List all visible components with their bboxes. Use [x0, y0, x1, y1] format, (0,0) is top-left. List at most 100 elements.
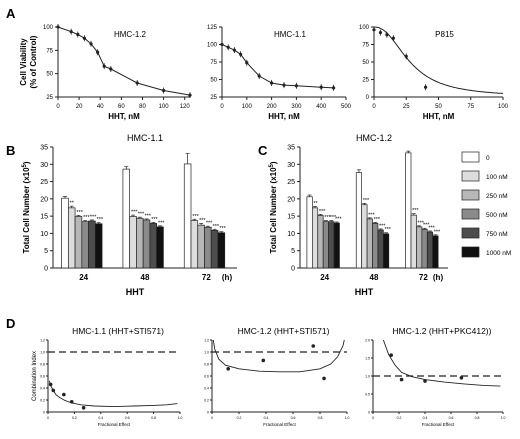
- significance-marker: ***: [145, 213, 152, 219]
- y-tick-label: 1.0: [365, 375, 370, 379]
- significance-marker: ***: [90, 214, 97, 220]
- data-point: [294, 84, 298, 88]
- significance-marker: ***: [428, 226, 435, 232]
- bar: [317, 215, 324, 269]
- y-tick-label: 10: [287, 231, 295, 238]
- data-point: [56, 25, 60, 29]
- y-tick-label: 0.8: [40, 363, 45, 367]
- bar: [149, 223, 158, 269]
- bar: [122, 168, 131, 269]
- y-axis-label-text: Total Cell Number (x10: [22, 167, 31, 254]
- significance-marker: ***: [368, 212, 375, 218]
- bar: [361, 204, 368, 269]
- y-tick-label: 100: [359, 25, 370, 31]
- y-tick-label: 0.2: [40, 399, 45, 403]
- fitted-curve: [212, 339, 345, 373]
- legend-label: 100 nM: [486, 174, 508, 181]
- chart-title: HMC-1.2: [114, 30, 147, 39]
- y-tick-label: 0.5: [365, 393, 370, 397]
- x-tick-label: 0: [47, 416, 49, 420]
- y-tick-label: 25: [210, 95, 217, 101]
- x-tick-label: 0.4: [264, 416, 269, 420]
- significance-marker: ***: [83, 215, 90, 221]
- x-tick-label: 0: [211, 416, 213, 420]
- data-point: [423, 379, 427, 383]
- data-point: [226, 367, 230, 371]
- significance-marker: ***: [138, 212, 145, 218]
- x-tick-label: 1.0: [501, 416, 506, 420]
- y-axis-label: Total Cell Number (x105): [269, 161, 278, 253]
- y-tick-label: 35: [287, 145, 295, 152]
- data-point: [404, 54, 408, 59]
- significance-marker: ***: [374, 217, 381, 223]
- data-point: [245, 61, 249, 65]
- y-tick-label: 75: [46, 48, 53, 54]
- significance-marker: ***: [158, 220, 165, 226]
- bar: [74, 216, 83, 269]
- x-tick-label: 400: [316, 104, 327, 110]
- y-axis-label-close: ): [22, 161, 31, 164]
- bar: [142, 219, 151, 269]
- dose-response-chart-1: 0 20 40 60 80 100 120 25 50 75 100 HHT, nM HMC-1.2 Ce…: [19, 24, 192, 121]
- y-tick-label: 30: [40, 162, 48, 169]
- y-tick-label: 25: [287, 179, 295, 186]
- panel-label-b: B: [6, 143, 15, 158]
- category-label: 72: [202, 273, 211, 282]
- data-point: [76, 32, 80, 37]
- data-point: [257, 74, 261, 78]
- x-tick-label: 0: [220, 104, 224, 110]
- x-axis-label: HHT: [126, 287, 145, 297]
- x-tick-label: 80: [139, 104, 146, 110]
- bar: [410, 214, 417, 269]
- x-tick-label: 0.6: [125, 416, 130, 420]
- unit-label: (h): [433, 273, 444, 282]
- y-tick-label: 50: [210, 78, 217, 84]
- bar: [421, 228, 428, 269]
- y-axis-label: Total Cell Number (x105): [22, 161, 31, 253]
- bar: [136, 217, 144, 269]
- legend-swatch: [461, 189, 480, 201]
- y-tick-label: 0: [291, 266, 295, 273]
- chart-title: HMC-1.2: [356, 133, 392, 143]
- x-tick-label: 75: [467, 104, 474, 110]
- bar: [204, 226, 212, 269]
- x-tick-label: 20: [76, 104, 83, 110]
- y-axis-label-superscript: 5: [269, 163, 275, 167]
- legend-label: 250 nM: [486, 193, 508, 200]
- y-tick-label: 25: [46, 95, 53, 101]
- data-point: [391, 36, 395, 40]
- data-point: [102, 64, 106, 68]
- significance-marker: ***: [384, 227, 391, 233]
- significance-marker: ***: [379, 223, 386, 229]
- fitted-curve: [48, 380, 178, 408]
- chart-title: P815: [435, 30, 454, 39]
- significance-marker: ***: [335, 217, 342, 223]
- category-label: 72: [419, 273, 428, 282]
- y-tick-label: 25: [362, 78, 369, 84]
- data-point: [459, 376, 464, 380]
- legend-swatch: [461, 151, 480, 163]
- significance-marker: ***: [423, 223, 430, 229]
- x-tick-label: 0.4: [423, 416, 428, 420]
- bar: [333, 222, 340, 269]
- x-axis-label: HHT, nM: [268, 112, 300, 121]
- y-tick-label: 0: [43, 411, 45, 415]
- combination-index-chart-2: 0 0.2 0.4 0.6 0.8 1.0 0 0.2 0.4 0.6 0.8 1.0 1.2 HMC-1…: [204, 326, 349, 427]
- x-axis-label: HHT, nM: [423, 112, 455, 121]
- x-tick-label: 0.8: [318, 416, 323, 420]
- bar: [322, 221, 329, 269]
- significance-marker: ***: [412, 208, 419, 214]
- bar-legend: 0 100 nM 250 nM 500 nM 750 nM 1000 nM: [461, 151, 511, 258]
- significance-marker: **: [70, 201, 75, 207]
- significance-marker: ***: [324, 215, 331, 221]
- x-tick-label: 0: [56, 104, 60, 110]
- dose-response-chart-2: 0 100 200 300 400 500 25 50 75 100 125 HHT, nM HMC-1…: [207, 25, 352, 121]
- x-tick-label: 200: [267, 104, 278, 110]
- panel-label-a: A: [6, 6, 16, 21]
- significance-marker: ***: [330, 215, 337, 221]
- significance-marker: ***: [319, 209, 326, 215]
- chart-title: HMC-1.2 (HHT+STI571): [238, 326, 330, 336]
